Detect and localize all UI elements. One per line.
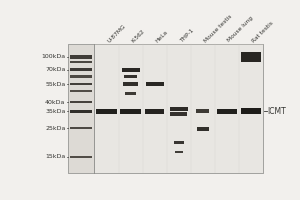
Bar <box>70 90 92 92</box>
Text: K-562: K-562 <box>130 28 146 43</box>
Text: HeLa: HeLa <box>155 29 169 43</box>
Text: 35kDa: 35kDa <box>45 109 65 114</box>
Bar <box>175 151 183 153</box>
Text: Mouse testis: Mouse testis <box>203 13 233 43</box>
Bar <box>170 112 187 116</box>
Bar <box>122 68 140 72</box>
Bar <box>70 55 92 59</box>
Bar <box>145 109 164 114</box>
Bar <box>70 110 92 113</box>
Text: ICMT: ICMT <box>268 107 286 116</box>
Text: U-87MG: U-87MG <box>106 23 127 43</box>
Bar <box>217 109 237 114</box>
Bar <box>70 68 92 71</box>
Bar <box>94 44 263 173</box>
Bar <box>70 61 92 63</box>
Bar <box>242 52 261 62</box>
Text: 25kDa: 25kDa <box>45 126 65 131</box>
Text: 15kDa: 15kDa <box>45 154 65 159</box>
Bar <box>174 141 184 144</box>
Bar <box>120 109 141 114</box>
Bar <box>146 82 164 86</box>
Text: Rat testis: Rat testis <box>251 20 274 43</box>
Text: Mouse lung: Mouse lung <box>227 16 254 43</box>
Bar <box>241 108 261 114</box>
Bar <box>70 83 92 85</box>
Text: 70kDa: 70kDa <box>45 67 65 72</box>
Bar <box>125 92 136 95</box>
Bar <box>123 82 138 86</box>
Bar <box>70 101 92 103</box>
Bar <box>68 44 263 173</box>
Bar <box>70 127 92 129</box>
Text: 55kDa: 55kDa <box>45 82 65 87</box>
Bar <box>197 127 209 131</box>
Text: 100kDa: 100kDa <box>41 54 65 59</box>
Bar <box>68 44 263 173</box>
Bar <box>96 109 117 114</box>
Bar <box>70 156 92 158</box>
Text: THP-1: THP-1 <box>179 28 194 43</box>
Text: 40kDa: 40kDa <box>45 100 65 105</box>
Bar <box>124 75 137 78</box>
Bar <box>170 107 188 111</box>
Bar <box>196 109 209 113</box>
Bar <box>70 75 92 78</box>
